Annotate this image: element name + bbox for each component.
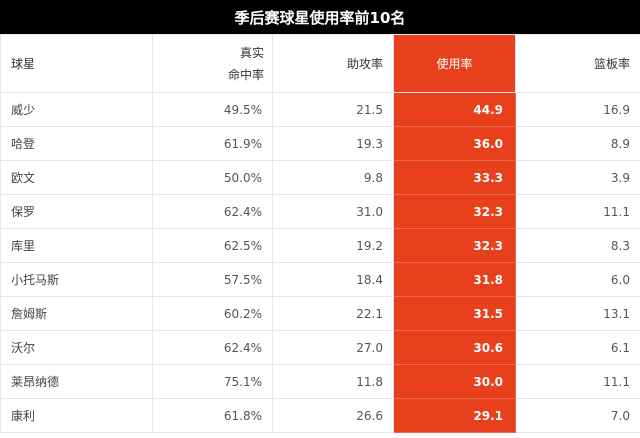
table-row: 莱昂纳德 75.1% 11.8 30.0 11.1 <box>0 364 640 399</box>
usage-rate-cell: 29.1 <box>393 398 516 433</box>
usage-rate-cell: 30.0 <box>393 364 516 399</box>
player-name-cell: 沃尔 <box>0 330 153 365</box>
assist-rate-cell: 31.0 <box>272 194 394 229</box>
assist-rate-cell: 11.8 <box>272 364 394 399</box>
header-true-shooting: 真实 命中率 <box>152 34 273 93</box>
assist-rate-cell: 21.5 <box>272 92 394 127</box>
player-name-cell: 詹姆斯 <box>0 296 153 331</box>
usage-rate-cell: 31.8 <box>393 262 516 297</box>
rebound-rate-cell: 16.9 <box>515 92 640 127</box>
rebound-rate-cell: 11.1 <box>515 364 640 399</box>
rebound-rate-cell: 11.1 <box>515 194 640 229</box>
stats-table: 球星 真实 命中率 助攻率 使用率 篮板率 威少 49.5% 21.5 44.9 16.… <box>0 34 640 433</box>
player-name-cell: 小托马斯 <box>0 262 153 297</box>
true-shooting-cell: 62.4% <box>152 330 273 365</box>
assist-rate-cell: 19.2 <box>272 228 394 263</box>
rebound-rate-cell: 8.3 <box>515 228 640 263</box>
table-row: 康利 61.8% 26.6 29.1 7.0 <box>0 398 640 433</box>
rebound-rate-cell: 13.1 <box>515 296 640 331</box>
header-rebound-rate: 篮板率 <box>515 34 640 93</box>
header-player: 球星 <box>0 34 153 93</box>
player-name-cell: 欧文 <box>0 160 153 195</box>
rebound-rate-cell: 6.1 <box>515 330 640 365</box>
player-name-cell: 保罗 <box>0 194 153 229</box>
true-shooting-cell: 62.5% <box>152 228 273 263</box>
header-assist-rate: 助攻率 <box>272 34 394 93</box>
table-title: 季后赛球星使用率前10名 <box>0 0 640 34</box>
rebound-rate-cell: 8.9 <box>515 126 640 161</box>
table-row: 哈登 61.9% 19.3 36.0 8.9 <box>0 126 640 161</box>
assist-rate-cell: 22.1 <box>272 296 394 331</box>
true-shooting-cell: 61.8% <box>152 398 273 433</box>
player-name-cell: 库里 <box>0 228 153 263</box>
table-row: 库里 62.5% 19.2 32.3 8.3 <box>0 228 640 263</box>
table-row: 小托马斯 57.5% 18.4 31.8 6.0 <box>0 262 640 297</box>
player-name-cell: 康利 <box>0 398 153 433</box>
true-shooting-cell: 57.5% <box>152 262 273 297</box>
assist-rate-cell: 18.4 <box>272 262 394 297</box>
usage-rate-cell: 32.3 <box>393 194 516 229</box>
usage-rate-cell: 31.5 <box>393 296 516 331</box>
usage-rate-cell: 32.3 <box>393 228 516 263</box>
table-row: 保罗 62.4% 31.0 32.3 11.1 <box>0 194 640 229</box>
usage-rate-cell: 44.9 <box>393 92 516 127</box>
table-row: 沃尔 62.4% 27.0 30.6 6.1 <box>0 330 640 365</box>
rebound-rate-cell: 3.9 <box>515 160 640 195</box>
player-name-cell: 威少 <box>0 92 153 127</box>
true-shooting-cell: 60.2% <box>152 296 273 331</box>
assist-rate-cell: 19.3 <box>272 126 394 161</box>
header-usage-rate: 使用率 <box>393 34 516 93</box>
header-row: 球星 真实 命中率 助攻率 使用率 篮板率 <box>0 34 640 93</box>
true-shooting-cell: 75.1% <box>152 364 273 399</box>
assist-rate-cell: 27.0 <box>272 330 394 365</box>
true-shooting-cell: 62.4% <box>152 194 273 229</box>
usage-rate-cell: 33.3 <box>393 160 516 195</box>
player-name-cell: 哈登 <box>0 126 153 161</box>
table-row: 欧文 50.0% 9.8 33.3 3.9 <box>0 160 640 195</box>
assist-rate-cell: 26.6 <box>272 398 394 433</box>
true-shooting-cell: 49.5% <box>152 92 273 127</box>
usage-rate-cell: 30.6 <box>393 330 516 365</box>
usage-rate-cell: 36.0 <box>393 126 516 161</box>
true-shooting-cell: 61.9% <box>152 126 273 161</box>
true-shooting-cell: 50.0% <box>152 160 273 195</box>
rebound-rate-cell: 7.0 <box>515 398 640 433</box>
assist-rate-cell: 9.8 <box>272 160 394 195</box>
header-ts-line1: 真实 <box>239 45 264 60</box>
header-ts-line2: 命中率 <box>227 67 264 82</box>
table-row: 威少 49.5% 21.5 44.9 16.9 <box>0 92 640 127</box>
rebound-rate-cell: 6.0 <box>515 262 640 297</box>
player-name-cell: 莱昂纳德 <box>0 364 153 399</box>
table-row: 詹姆斯 60.2% 22.1 31.5 13.1 <box>0 296 640 331</box>
